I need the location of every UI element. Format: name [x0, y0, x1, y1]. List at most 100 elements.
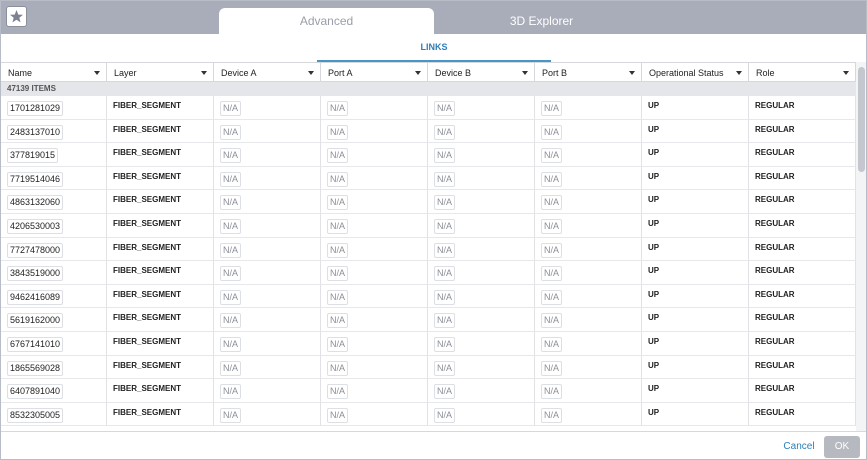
table-cell: 9462416089: [1, 284, 107, 309]
cell-text: N/A: [327, 242, 349, 258]
scrollbar[interactable]: [856, 62, 866, 431]
cell-text: FIBER_SEGMENT: [113, 384, 182, 394]
table-cell: N/A: [214, 284, 321, 309]
table-cell: N/A: [535, 190, 642, 214]
cell-text: N/A: [434, 242, 456, 258]
table-cell: 4863132060: [1, 190, 107, 214]
table-cell: REGULAR: [749, 119, 856, 144]
table-cell: REGULAR: [749, 166, 856, 191]
table-cell: N/A: [214, 119, 321, 144]
column-header[interactable]: Layer: [107, 62, 214, 82]
table-cell: 377819015: [1, 143, 107, 167]
column-title: Layer: [114, 68, 137, 78]
table-cell: FIBER_SEGMENT: [107, 214, 214, 238]
column-header[interactable]: Device B: [428, 62, 535, 82]
column-title: Operational Status: [649, 68, 724, 78]
link-name[interactable]: 7719514046: [7, 171, 64, 187]
table-cell: N/A: [535, 119, 642, 144]
column-menu[interactable]: [522, 71, 528, 75]
table-cell: N/A: [428, 332, 535, 356]
cell-text: REGULAR: [755, 266, 795, 276]
cell-text: REGULAR: [755, 337, 795, 346]
link-name[interactable]: 377819015: [7, 148, 59, 164]
cell-text: UP: [648, 337, 660, 346]
column-header[interactable]: Device A: [214, 62, 321, 82]
cell-text: UP: [648, 195, 660, 205]
cell-text: N/A: [434, 384, 456, 400]
table-cell: REGULAR: [749, 237, 856, 262]
cell-text: UP: [648, 124, 660, 134]
column-header[interactable]: Port A: [321, 62, 428, 82]
table-cell: N/A: [428, 143, 535, 167]
column-header[interactable]: Port B: [535, 62, 642, 82]
cell-text: N/A: [541, 195, 563, 211]
link-name[interactable]: 7727478000: [7, 242, 64, 258]
link-name[interactable]: 4206530003: [7, 219, 64, 234]
table-cell: N/A: [214, 237, 321, 262]
link-name[interactable]: 6407891040: [7, 384, 64, 400]
table-cell: N/A: [321, 308, 428, 332]
footer: [1, 431, 866, 459]
subtab[interactable]: LINKS: [317, 37, 551, 62]
column-header[interactable]: Role: [749, 62, 856, 82]
column-menu[interactable]: [308, 71, 314, 75]
column-header[interactable]: Name: [1, 62, 107, 82]
link-name[interactable]: 5619162000: [7, 313, 64, 329]
cell-text: N/A: [327, 101, 349, 116]
link-name[interactable]: 1701281029: [7, 101, 64, 116]
cell-text: N/A: [327, 219, 349, 234]
cell-text: N/A: [434, 360, 456, 376]
table-cell: 7727478000: [1, 237, 107, 262]
tab[interactable]: 3D Explorer: [509, 14, 574, 28]
column-menu[interactable]: [201, 71, 207, 75]
cell-text: N/A: [220, 360, 242, 376]
cell-text: FIBER_SEGMENT: [113, 101, 182, 110]
link-name[interactable]: 1865569028: [7, 360, 64, 376]
cell-text: REGULAR: [755, 171, 795, 181]
cell-text: FIBER_SEGMENT: [113, 219, 182, 228]
table-cell: FIBER_SEGMENT: [107, 355, 214, 380]
column-title: Role: [756, 68, 775, 78]
table-cell: N/A: [214, 143, 321, 167]
table-cell: FIBER_SEGMENT: [107, 166, 214, 191]
column-header[interactable]: Operational Status: [642, 62, 749, 82]
column-title: Device A: [221, 68, 257, 78]
cell-text: FIBER_SEGMENT: [113, 407, 182, 417]
cell-text: REGULAR: [755, 289, 795, 299]
cell-text: N/A: [434, 289, 456, 305]
link-name[interactable]: 3843519000: [7, 266, 64, 282]
link-name[interactable]: 9462416089: [7, 289, 64, 305]
table-cell: 6767141010: [1, 332, 107, 356]
link-name[interactable]: 4863132060: [7, 195, 64, 211]
favorite-button[interactable]: [6, 6, 27, 27]
cell-text: UP: [648, 384, 660, 394]
link-name[interactable]: 8532305005: [7, 407, 64, 423]
column-menu[interactable]: [94, 71, 100, 75]
column-menu[interactable]: [736, 71, 742, 75]
table-cell: UP: [642, 308, 749, 332]
ok-button[interactable]: OK: [824, 436, 860, 458]
table-cell: UP: [642, 379, 749, 403]
star-icon: [10, 10, 23, 23]
table-cell: UP: [642, 284, 749, 309]
table-cell: UP: [642, 119, 749, 144]
table-cell: UP: [642, 190, 749, 214]
link-name[interactable]: 2483137010: [7, 124, 64, 140]
cell-text: FIBER_SEGMENT: [113, 313, 182, 323]
cancel-button[interactable]: Cancel: [783, 441, 815, 452]
column-menu[interactable]: [843, 71, 849, 75]
column-menu[interactable]: [415, 71, 421, 75]
table-cell: N/A: [321, 166, 428, 191]
table-cell: N/A: [428, 402, 535, 427]
tab[interactable]: Advanced: [219, 8, 434, 34]
cell-text: N/A: [327, 266, 349, 282]
cell-text: N/A: [220, 337, 242, 352]
cell-text: FIBER_SEGMENT: [113, 337, 182, 346]
column-menu[interactable]: [629, 71, 635, 75]
table-cell: N/A: [428, 308, 535, 332]
scroll-thumb[interactable]: [858, 67, 865, 172]
table-cell: REGULAR: [749, 308, 856, 332]
cell-text: REGULAR: [755, 148, 795, 158]
link-name[interactable]: 6767141010: [7, 337, 64, 352]
table-cell: N/A: [428, 119, 535, 144]
